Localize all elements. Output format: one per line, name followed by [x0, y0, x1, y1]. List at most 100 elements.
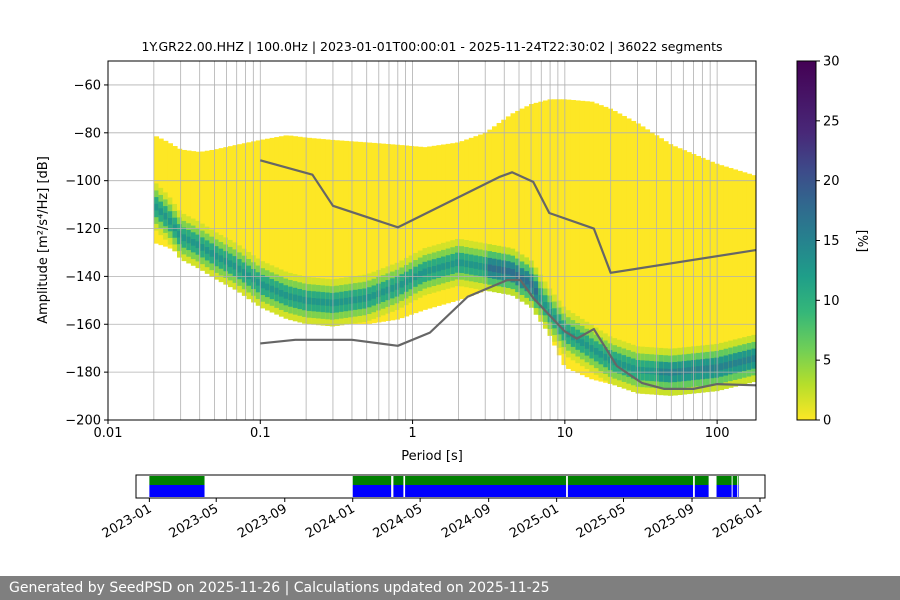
- heatmap-cell: [612, 344, 618, 352]
- heatmap-cell: [723, 355, 729, 363]
- heatmap-cell: [450, 253, 456, 261]
- heatmap-cell: [353, 289, 359, 297]
- psd-heatmap: [153, 99, 756, 396]
- heatmap-cell: [297, 136, 303, 319]
- heatmap-cell: [491, 265, 498, 273]
- heatmap-cell: [510, 268, 516, 276]
- heatmap-cell: [556, 334, 563, 342]
- heatmap-cell: [746, 369, 752, 377]
- heatmap-cell: [181, 149, 187, 257]
- heatmap-cell: [260, 267, 266, 275]
- heatmap-cell: [343, 140, 349, 325]
- heatmap-cell: [552, 314, 558, 322]
- heatmap-cell: [445, 275, 451, 283]
- heatmap-cell: [422, 248, 428, 256]
- heatmap-cell: [718, 165, 725, 386]
- heatmap-cell: [658, 347, 664, 355]
- heatmap-cell: [190, 151, 197, 262]
- heatmap-cell: [589, 364, 595, 372]
- heatmap-cell: [454, 142, 461, 301]
- heatmap-cell: [473, 136, 479, 295]
- heatmap-cell: [209, 149, 215, 271]
- heatmap-cell: [204, 240, 211, 248]
- heatmap-cell: [709, 344, 715, 352]
- heatmap-cell: [241, 255, 248, 263]
- x-axis-label: Period [s]: [401, 449, 463, 464]
- colorbar-gradient: [796, 60, 817, 421]
- heatmap-cell: [621, 374, 627, 382]
- heatmap-cell: [644, 346, 651, 354]
- heatmap-cell: [630, 364, 637, 372]
- heatmap-cell: [552, 301, 558, 309]
- heatmap-cell: [306, 297, 312, 305]
- heatmap-cell: [533, 274, 539, 282]
- colorbar-tick-label: 5: [823, 354, 831, 369]
- heatmap-cell: [292, 280, 299, 288]
- heatmap-cell: [158, 214, 164, 222]
- date-tick-label: 2024-05: [371, 501, 426, 541]
- heatmap-cell: [672, 381, 678, 389]
- heatmap-cell: [751, 375, 756, 383]
- heatmap-cell: [260, 281, 266, 289]
- heatmap-cell: [542, 321, 549, 329]
- heatmap-cell: [542, 315, 549, 323]
- heatmap-cell: [348, 141, 354, 325]
- heatmap-cell: [422, 268, 428, 276]
- availability-strip: 2023-01 2023-05 2023-09 2024-01 2024-05 2024-…: [100, 474, 766, 542]
- heatmap-cell: [288, 299, 294, 307]
- heatmap-cell: [575, 356, 581, 364]
- heatmap-cell: [390, 271, 396, 279]
- heatmap-cell: [339, 140, 345, 325]
- heatmap-cell: [584, 341, 590, 349]
- heatmap-cell: [329, 299, 336, 307]
- x-tick-label: 0.01: [94, 426, 123, 441]
- heatmap-cell: [177, 223, 183, 231]
- heatmap-cell: [584, 362, 590, 369]
- heatmap-cell: [464, 260, 470, 268]
- heatmap-cell: [677, 381, 683, 389]
- heatmap-cell: [445, 248, 451, 256]
- heatmap-cell: [427, 266, 433, 274]
- heatmap-cell: [427, 260, 433, 268]
- heatmap-cell: [417, 257, 424, 265]
- heatmap-cell: [561, 346, 567, 354]
- heatmap-cell: [246, 251, 252, 259]
- heatmap-cell: [246, 265, 252, 273]
- heatmap-cell: [380, 308, 387, 316]
- heatmap-cell: [505, 267, 512, 275]
- heatmap-cell: [390, 298, 396, 306]
- heatmap-cell: [515, 271, 521, 279]
- date-tick-label: 2023-01: [100, 501, 155, 541]
- heatmap-cell: [561, 320, 567, 327]
- heatmap-cell: [626, 349, 632, 357]
- heatmap-cell: [681, 367, 688, 375]
- heatmap-cell: [172, 203, 178, 211]
- heatmap-cell: [478, 262, 484, 270]
- heatmap-cell: [644, 387, 651, 395]
- heatmap-cell: [705, 371, 711, 379]
- heatmap-cell: [524, 257, 530, 265]
- heatmap-cell: [630, 384, 637, 392]
- heatmap-cell: [348, 276, 354, 284]
- heatmap-cell: [390, 284, 396, 292]
- heatmap-cell: [366, 280, 373, 288]
- heatmap-cell: [172, 237, 178, 245]
- heatmap-cell: [566, 343, 572, 351]
- heatmap-cell: [218, 268, 224, 276]
- heatmap-cell: [667, 375, 674, 383]
- heatmap-cell: [227, 146, 234, 281]
- heatmap-cell: [695, 155, 702, 388]
- heatmap-cell: [241, 288, 248, 296]
- heatmap-cell: [496, 259, 502, 267]
- heatmap-cell: [209, 263, 215, 271]
- heatmap-cell: [663, 348, 669, 356]
- heatmap-cell: [325, 312, 331, 320]
- heatmap-cell: [491, 244, 498, 252]
- heatmap-cell: [644, 373, 651, 381]
- heatmap-cell: [394, 303, 400, 311]
- heatmap-cell: [417, 250, 424, 258]
- heatmap-cell: [204, 226, 211, 234]
- heatmap-cell: [515, 251, 521, 259]
- heatmap-cell: [436, 264, 442, 272]
- heatmap-cell: [700, 378, 706, 386]
